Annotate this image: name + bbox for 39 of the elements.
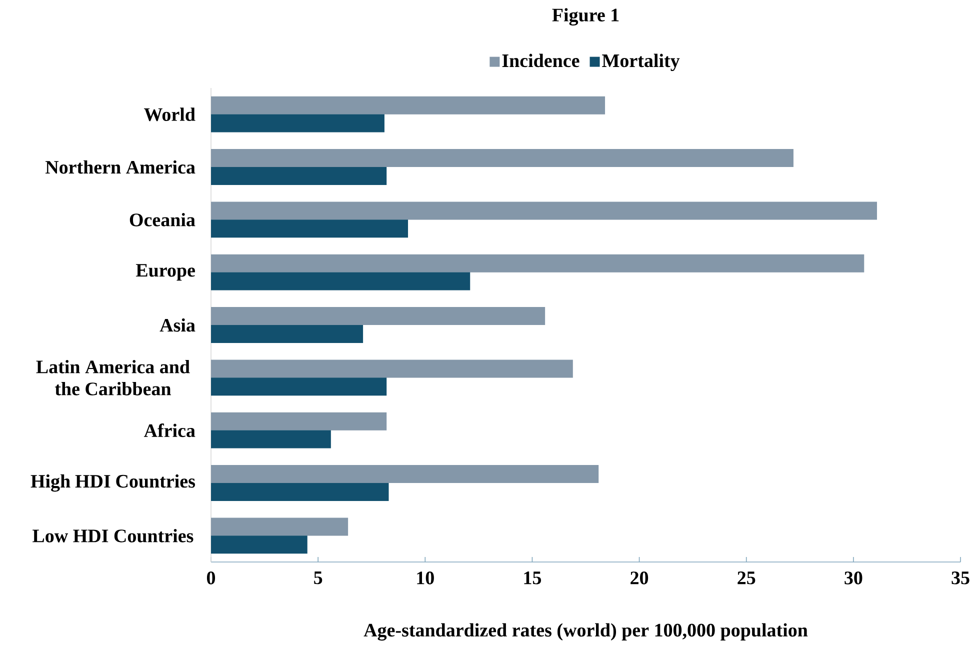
x-tick-label: 10 [417, 572, 434, 584]
y-tick-label: Oceania [130, 212, 196, 226]
x-tick-label: 30 [844, 572, 862, 584]
bar [211, 536, 308, 554]
bar [211, 114, 384, 132]
bar [211, 149, 794, 168]
chart-title: Figure 1 [552, 8, 619, 26]
y-tick-label: Asia [160, 318, 196, 332]
bar [211, 254, 864, 272]
bar [211, 412, 387, 430]
y-tick-label: Europe [136, 264, 195, 281]
bar [211, 378, 387, 396]
bar [211, 96, 606, 114]
bar [211, 324, 364, 343]
bar [211, 272, 470, 290]
bar [211, 166, 387, 185]
bar [211, 202, 877, 220]
y-tick-label: World [144, 108, 196, 122]
y-tick-label: Latin America and the Caribbean [36, 360, 190, 396]
bar [211, 518, 348, 536]
bar [211, 482, 389, 501]
legend-label: Mortality [602, 54, 680, 72]
bar [211, 360, 573, 378]
x-tick-label: 5 [314, 572, 322, 584]
x-tick-label: 35 [952, 572, 970, 584]
bar [211, 430, 331, 448]
x-tick-label: 15 [524, 572, 542, 584]
x-tick-label: 20 [630, 572, 648, 584]
bar [211, 465, 599, 484]
legend-label: Incidence [502, 54, 580, 68]
y-tick-label: High HDI Countries [30, 474, 196, 492]
y-tick-label: Africa [144, 424, 196, 438]
y-tick-label: Low HDI Countries [32, 528, 194, 542]
x-tick-label: 0 [206, 572, 216, 584]
x-tick-label: 25 [738, 572, 756, 584]
bar [211, 307, 546, 326]
x-axis-title: Age-standardized rates (world) per 100,000 population [364, 623, 808, 641]
bar [211, 220, 408, 238]
y-tick-label: Northern America [45, 160, 196, 174]
